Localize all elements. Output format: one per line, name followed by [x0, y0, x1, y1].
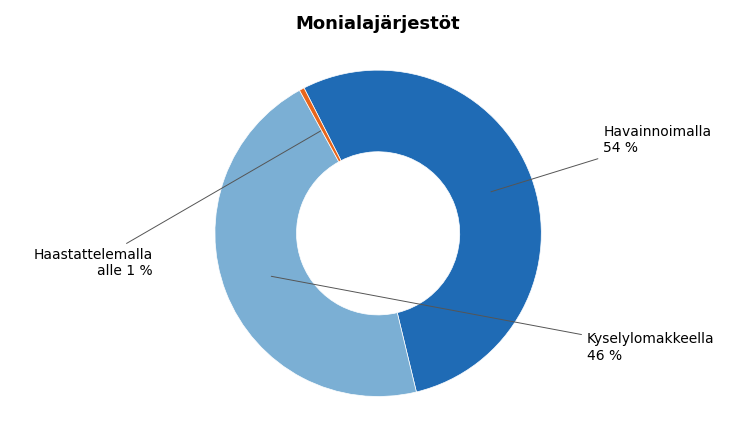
Text: Havainnoimalla
54 %: Havainnoimalla 54 %	[491, 125, 712, 192]
Wedge shape	[299, 88, 341, 162]
Text: Haastattelemalla
alle 1 %: Haastattelemalla alle 1 %	[34, 131, 321, 278]
Text: Kyselylomakkeella
46 %: Kyselylomakkeella 46 %	[272, 276, 715, 363]
Wedge shape	[215, 90, 416, 396]
Title: Monialajärjestöt: Monialajärjestöt	[296, 15, 460, 33]
Wedge shape	[304, 70, 542, 392]
